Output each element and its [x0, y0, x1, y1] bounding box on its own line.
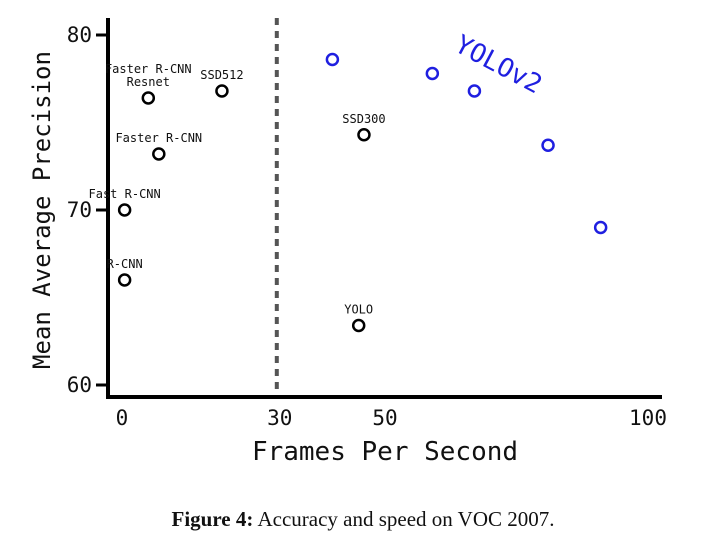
data-label: R-CNN — [107, 257, 143, 271]
data-label: SSD512 — [200, 68, 243, 82]
figure-caption: Figure 4: Accuracy and speed on VOC 2007… — [0, 507, 726, 532]
caption-label: Figure 4: — [171, 507, 254, 531]
data-point — [357, 128, 371, 142]
caption-text: Accuracy and speed on VOC 2007. — [257, 507, 555, 531]
data-point-yolov2 — [593, 220, 608, 235]
data-point — [215, 84, 229, 98]
data-point-yolov2 — [467, 84, 482, 98]
x-tick-label: 100 — [629, 406, 667, 430]
data-point-yolov2 — [425, 66, 440, 81]
data-point-yolov2 — [541, 138, 555, 152]
data-point — [117, 203, 132, 217]
x-tick-label: 30 — [267, 406, 292, 430]
y-tick-label: 80 — [67, 23, 92, 47]
y-tick-label: 70 — [67, 198, 92, 222]
data-point — [351, 318, 366, 333]
axes: 60 70 80 0 30 50 100 — [67, 18, 667, 430]
data-point — [152, 147, 166, 161]
data-label: YOLO — [344, 303, 373, 317]
data-label: Faster R-CNN Resnet — [105, 62, 192, 89]
data-label: Fast R-CNN — [89, 187, 161, 201]
x-tick-label: 0 — [116, 406, 129, 430]
x-axis-label: Frames Per Second — [252, 437, 518, 467]
y-axis-label: Mean Average Precision — [28, 51, 56, 369]
data-point — [141, 91, 156, 105]
data-label: SSD300 — [342, 112, 385, 126]
series-label-yolov2: YOLOv2 — [450, 30, 547, 101]
data-point-yolov2 — [325, 52, 340, 67]
data-label: Faster R-CNN — [115, 131, 202, 145]
x-tick-label: 50 — [372, 406, 397, 430]
data-points: R-CNN Fast R-CNN Faster R-CNN Faster R-CNN R… — [89, 52, 608, 333]
scatter-chart: 60 70 80 0 30 50 100 R-CNN Fast R-CNN Faster R-C… — [28, 18, 667, 467]
data-point — [117, 273, 132, 287]
y-tick-label: 60 — [67, 373, 92, 397]
